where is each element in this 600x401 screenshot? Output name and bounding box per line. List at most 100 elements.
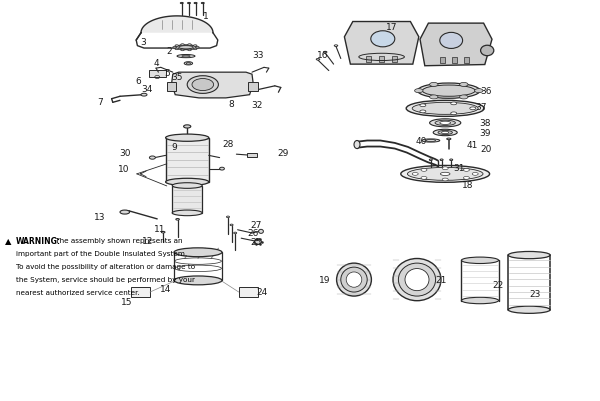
Ellipse shape <box>175 46 197 51</box>
Ellipse shape <box>420 105 426 107</box>
Ellipse shape <box>406 101 484 117</box>
Ellipse shape <box>181 136 193 140</box>
Text: 29: 29 <box>277 149 289 158</box>
Text: the System, service should be performed by your: the System, service should be performed … <box>16 276 194 282</box>
Ellipse shape <box>177 55 195 59</box>
Polygon shape <box>344 22 419 65</box>
Ellipse shape <box>440 173 450 176</box>
Text: 27: 27 <box>251 220 262 229</box>
Text: 14: 14 <box>160 284 172 293</box>
Text: 17: 17 <box>386 23 398 32</box>
Text: 37: 37 <box>475 103 487 112</box>
Bar <box>379 57 384 63</box>
Ellipse shape <box>149 156 155 160</box>
Ellipse shape <box>193 46 197 47</box>
Text: 24: 24 <box>257 288 268 296</box>
Ellipse shape <box>120 211 130 215</box>
Ellipse shape <box>181 45 184 46</box>
Text: 3: 3 <box>140 38 146 47</box>
Ellipse shape <box>420 111 426 113</box>
Text: The assembly shown represents an: The assembly shown represents an <box>53 238 182 243</box>
Ellipse shape <box>196 47 199 49</box>
Bar <box>167 83 176 91</box>
Ellipse shape <box>481 46 494 57</box>
Ellipse shape <box>415 89 423 93</box>
Ellipse shape <box>188 50 191 52</box>
Ellipse shape <box>412 103 478 115</box>
Bar <box>464 58 469 63</box>
Ellipse shape <box>173 47 176 49</box>
Text: 4: 4 <box>154 59 160 68</box>
Ellipse shape <box>422 86 475 97</box>
Text: 30: 30 <box>119 149 131 158</box>
Text: 10: 10 <box>118 165 130 174</box>
Text: 16: 16 <box>317 51 329 60</box>
Ellipse shape <box>174 276 222 285</box>
Ellipse shape <box>341 267 367 292</box>
Text: 35: 35 <box>172 73 183 81</box>
Ellipse shape <box>412 173 418 176</box>
Ellipse shape <box>472 173 478 176</box>
Text: 40: 40 <box>416 137 427 146</box>
Ellipse shape <box>405 269 429 291</box>
Ellipse shape <box>442 168 448 170</box>
Ellipse shape <box>166 179 209 186</box>
Ellipse shape <box>172 183 202 189</box>
Ellipse shape <box>187 77 218 94</box>
Text: 12: 12 <box>142 236 154 245</box>
Text: 8: 8 <box>228 100 234 109</box>
Polygon shape <box>172 73 253 99</box>
Ellipse shape <box>346 272 362 288</box>
Ellipse shape <box>475 89 483 93</box>
Ellipse shape <box>184 126 191 129</box>
Bar <box>166 138 209 182</box>
Ellipse shape <box>461 298 499 304</box>
Text: 33: 33 <box>252 51 263 60</box>
Ellipse shape <box>430 119 461 128</box>
Text: 38: 38 <box>479 119 490 128</box>
Bar <box>247 153 257 157</box>
Text: 20: 20 <box>480 145 491 154</box>
Text: 41: 41 <box>467 141 478 150</box>
Ellipse shape <box>259 230 263 234</box>
Text: 6: 6 <box>136 77 142 85</box>
Ellipse shape <box>174 248 222 257</box>
Text: 26: 26 <box>247 229 259 238</box>
Ellipse shape <box>463 169 469 172</box>
Ellipse shape <box>193 49 197 51</box>
Ellipse shape <box>440 33 463 49</box>
Polygon shape <box>141 17 213 34</box>
Text: 2: 2 <box>166 47 172 56</box>
Text: 13: 13 <box>94 212 105 221</box>
Polygon shape <box>420 24 492 67</box>
Ellipse shape <box>401 166 490 183</box>
Text: 31: 31 <box>453 163 464 172</box>
Bar <box>239 287 258 298</box>
Ellipse shape <box>433 130 457 136</box>
Ellipse shape <box>422 140 440 143</box>
Bar <box>248 83 258 91</box>
Ellipse shape <box>508 252 550 259</box>
Ellipse shape <box>184 63 193 66</box>
Text: 19: 19 <box>319 275 330 284</box>
Ellipse shape <box>421 169 427 172</box>
Ellipse shape <box>254 240 262 245</box>
Ellipse shape <box>430 83 438 87</box>
Ellipse shape <box>463 177 469 180</box>
Text: To avoid the possibility of alteration or damage to: To avoid the possibility of alteration o… <box>16 263 195 269</box>
Bar <box>131 287 150 298</box>
Bar <box>366 57 371 63</box>
Ellipse shape <box>442 132 449 134</box>
Ellipse shape <box>175 46 179 47</box>
Ellipse shape <box>181 50 184 52</box>
Text: 15: 15 <box>121 297 132 306</box>
Text: 1: 1 <box>203 12 209 21</box>
Ellipse shape <box>188 45 191 46</box>
Ellipse shape <box>442 179 448 182</box>
Text: nearest authorized service center.: nearest authorized service center. <box>16 289 139 295</box>
Text: 32: 32 <box>251 101 262 109</box>
Text: 5: 5 <box>164 69 170 77</box>
Ellipse shape <box>438 131 452 135</box>
Bar <box>149 71 166 78</box>
Ellipse shape <box>220 168 224 171</box>
